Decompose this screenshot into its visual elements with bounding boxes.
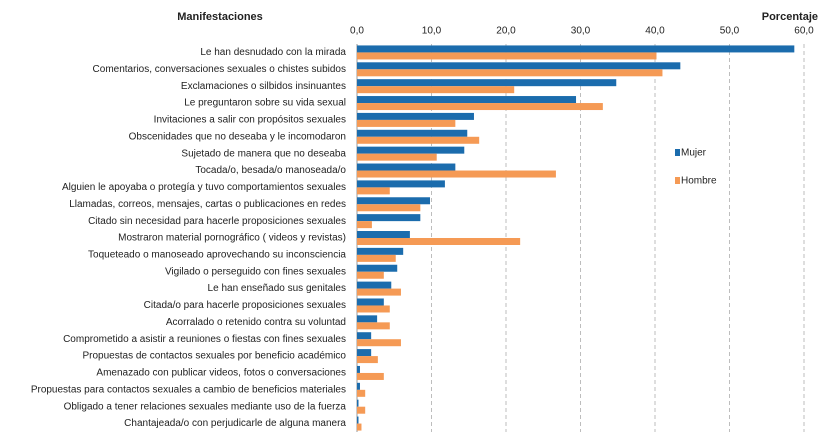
- bar: [357, 231, 410, 238]
- y-tick-label: Toqueteado o manoseado aprovechando su i…: [88, 250, 346, 261]
- bar: [357, 187, 390, 195]
- y-tick-label: Exclamaciones o silbidos insinuantes: [181, 81, 346, 92]
- x-tick-label: 10,0: [422, 26, 442, 37]
- bar: [357, 339, 401, 347]
- y-tick-label: Citado sin necesidad para hacerle propos…: [88, 216, 346, 227]
- y-tick-label: Mostraron material pornográfico ( videos…: [118, 233, 346, 244]
- y-tick-label: Alguien le apoyaba o protegía y tuvo com…: [62, 182, 346, 193]
- bar: [357, 197, 431, 205]
- y-tick-label: Propuestas para contactos sexuales a cam…: [31, 384, 346, 395]
- y-tick-label: Chantajeada/o con perjudicarle de alguna…: [124, 418, 346, 429]
- bar: [357, 281, 392, 289]
- bar: [357, 288, 401, 296]
- y-tick-label: Comentarios, conversaciones sexuales o c…: [93, 64, 346, 75]
- bar: [357, 214, 421, 222]
- x-tick-label: 0,0: [350, 26, 364, 37]
- legend-label: Mujer: [681, 148, 707, 159]
- y-tick-label: Comprometido a asistir a reuniones o fie…: [63, 334, 346, 345]
- x-tick-label: 50,0: [720, 26, 740, 37]
- bar: [357, 416, 359, 424]
- bar: [357, 62, 681, 70]
- bar: [357, 372, 384, 380]
- bar: [357, 79, 617, 87]
- legend-swatch: [675, 177, 680, 184]
- bar: [357, 423, 362, 431]
- bar: [357, 103, 603, 111]
- y-tick-label: Sujetado de manera que no deseaba: [181, 148, 346, 159]
- bar: [357, 365, 360, 373]
- bar: [357, 129, 468, 137]
- bar: [357, 298, 384, 306]
- y-tick-label: Citada/o para hacerle proposiciones sexu…: [144, 300, 346, 311]
- bar: [357, 163, 456, 171]
- bar: [357, 96, 577, 104]
- bar: [357, 271, 384, 279]
- bar: [357, 389, 366, 397]
- y-tick-label: Vigilado o perseguido con fines sexuales: [165, 266, 346, 277]
- y-tick-label: Obscenidades que no deseaba y le incomod…: [129, 131, 346, 142]
- x-axis-label: Porcentaje: [762, 11, 818, 23]
- bar: [357, 52, 657, 60]
- y-tick-label: Obligado a tener relaciones sexuales med…: [64, 401, 347, 412]
- y-axis-label: Manifestaciones: [177, 11, 263, 23]
- bar: [357, 382, 360, 390]
- bar: [357, 238, 521, 245]
- legend-label: Hombre: [681, 176, 717, 187]
- bar: [357, 305, 390, 313]
- bar: [357, 356, 378, 364]
- x-tick-label: 30,0: [571, 26, 591, 37]
- bar: [357, 204, 421, 212]
- x-tick-label: 20,0: [496, 26, 516, 37]
- bar: [357, 315, 378, 323]
- bar: [357, 69, 663, 77]
- bar: [357, 180, 445, 188]
- y-tick-label: Acorralado o retenido contra su voluntad: [166, 317, 346, 328]
- bar: [357, 170, 556, 178]
- legend-swatch: [675, 149, 680, 156]
- bar: [357, 349, 372, 357]
- bar: [357, 45, 795, 53]
- y-tick-label: Amenazado con publicar videos, fotos o c…: [96, 368, 346, 379]
- bar: [357, 119, 456, 127]
- y-tick-label: Le han enseñado sus genitales: [208, 283, 346, 294]
- y-tick-label: Le han desnudado con la mirada: [200, 47, 346, 58]
- bar: [357, 322, 390, 330]
- bar: [357, 146, 465, 154]
- bar: [357, 153, 437, 161]
- x-tick-label: 40,0: [645, 26, 665, 37]
- y-tick-label: Llamadas, correos, mensajes, cartas o pu…: [69, 199, 346, 210]
- bar: [357, 247, 404, 255]
- x-tick-label: 60,0: [794, 26, 814, 37]
- y-tick-label: Le preguntaron sobre su vida sexual: [184, 98, 346, 109]
- bar: [357, 254, 396, 262]
- bar: [357, 399, 359, 407]
- bar: [357, 136, 480, 144]
- bar: [357, 86, 515, 94]
- y-tick-label: Invitaciones a salir con propósitos sexu…: [154, 115, 346, 126]
- y-tick-label: Tocada/o, besada/o manoseada/o: [195, 165, 346, 176]
- bar: [357, 264, 398, 272]
- bar: [357, 221, 372, 229]
- bar: [357, 406, 366, 414]
- y-tick-label: Propuestas de contactos sexuales por ben…: [83, 351, 347, 362]
- bar: [357, 112, 474, 120]
- bar: [357, 332, 372, 340]
